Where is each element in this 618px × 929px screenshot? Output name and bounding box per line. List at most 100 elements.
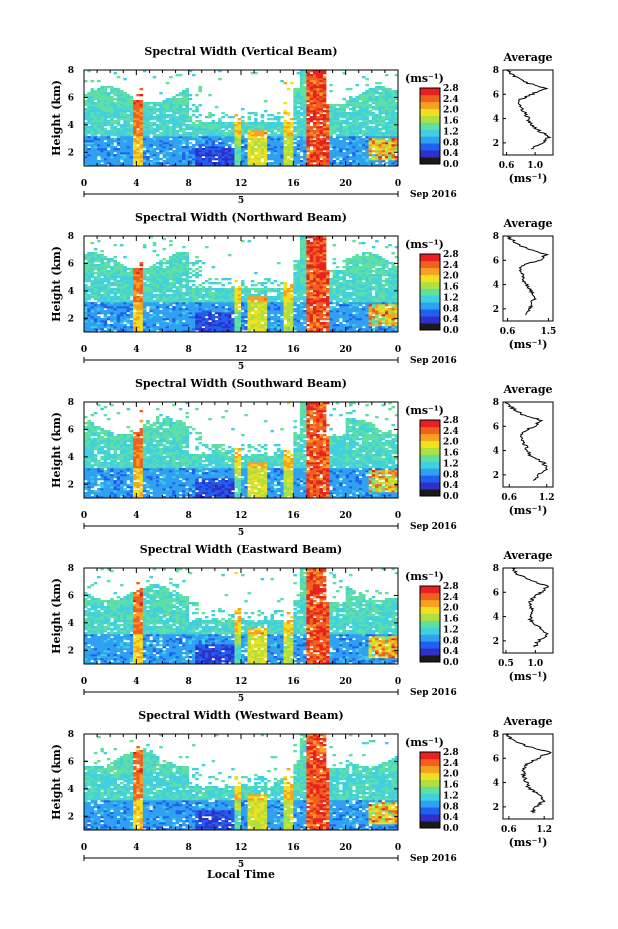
heatmap-cell xyxy=(165,108,170,111)
heatmap-cell xyxy=(384,150,389,153)
heatmap-cell xyxy=(342,142,346,145)
heatmap-cell xyxy=(339,156,343,159)
heatmap-cell xyxy=(254,298,258,301)
heatmap-cell xyxy=(129,290,134,293)
heatmap-cell xyxy=(169,128,173,131)
heatmap-cell xyxy=(270,304,275,307)
heatmap-cell xyxy=(93,104,98,107)
heatmap-cell xyxy=(90,102,95,105)
heatmap-cell xyxy=(247,134,252,137)
heatmap-cell xyxy=(185,278,189,281)
heatmap-cell xyxy=(87,142,91,145)
heatmap-cell xyxy=(129,294,134,297)
heatmap-cell xyxy=(84,328,88,331)
heatmap-cell xyxy=(306,164,310,167)
heatmap-cell xyxy=(244,326,248,329)
heatmap-cell xyxy=(345,156,350,159)
heatmap-cell xyxy=(345,142,350,145)
heatmap-cell xyxy=(247,308,252,311)
heatmap-cell xyxy=(348,138,353,141)
heatmap-cell xyxy=(126,100,131,103)
heatmap-cell xyxy=(326,134,330,137)
heatmap-cell xyxy=(237,126,242,129)
heatmap-cell xyxy=(218,148,222,151)
heatmap-cell xyxy=(106,112,111,115)
heatmap-cell xyxy=(169,158,173,161)
heatmap-cell xyxy=(326,114,330,117)
heatmap-cell xyxy=(119,116,124,119)
heatmap-cell xyxy=(375,140,379,143)
heatmap-cell xyxy=(368,88,373,91)
heatmap-cell xyxy=(126,310,131,313)
heatmap-cell xyxy=(339,154,343,157)
heatmap-cell xyxy=(267,146,271,149)
heatmap-cell xyxy=(348,140,353,143)
heatmap-cell xyxy=(133,288,137,291)
heatmap-cell xyxy=(87,316,91,319)
heatmap-cell xyxy=(129,150,134,153)
heatmap-cell xyxy=(365,134,369,137)
heatmap-cell xyxy=(267,280,271,283)
heatmap-cell xyxy=(342,154,346,157)
heatmap-cell xyxy=(106,310,111,313)
heatmap-cell xyxy=(155,284,160,287)
heatmap-cell xyxy=(152,106,157,109)
heatmap-cell xyxy=(267,158,271,161)
heatmap-cell xyxy=(227,298,232,301)
heatmap-cell xyxy=(244,300,248,303)
heatmap-cell xyxy=(90,100,95,103)
heatmap-cell xyxy=(231,160,235,163)
heatmap-cell xyxy=(299,72,304,75)
heatmap-cell xyxy=(205,154,209,157)
heatmap-cell xyxy=(87,254,91,257)
heatmap-cell xyxy=(182,160,186,163)
heatmap-cell xyxy=(365,122,369,125)
heatmap-cell xyxy=(162,322,167,325)
heatmap-cell xyxy=(267,136,271,139)
heatmap-cell xyxy=(84,110,88,113)
heatmap-cell xyxy=(129,316,134,319)
heatmap-cell xyxy=(139,288,144,291)
heatmap-cell xyxy=(198,148,203,151)
heatmap-cell xyxy=(113,276,118,279)
heatmap-cell xyxy=(84,140,88,143)
heatmap-cell xyxy=(90,290,95,293)
heatmap-cell xyxy=(309,104,314,107)
heatmap-cell xyxy=(93,248,98,251)
heatmap-cell xyxy=(149,318,153,321)
heatmap-cell xyxy=(378,88,382,91)
heatmap-cell xyxy=(355,116,360,119)
heatmap-cell xyxy=(306,78,310,81)
heatmap-cell xyxy=(100,318,104,321)
heatmap-cell xyxy=(100,120,104,123)
heatmap-cell xyxy=(293,146,297,149)
heatmap-cell xyxy=(244,158,248,161)
heatmap-cell xyxy=(139,286,144,289)
heatmap-cell xyxy=(247,132,252,135)
heatmap-cell xyxy=(267,134,271,137)
heatmap-cell xyxy=(116,134,121,137)
heatmap-cell xyxy=(231,322,235,325)
heatmap-cell xyxy=(257,298,261,301)
heatmap-cell xyxy=(136,322,140,325)
heatmap-cell xyxy=(276,262,281,265)
heatmap-cell xyxy=(165,286,170,289)
heatmap-cell xyxy=(218,316,222,319)
heatmap-cell xyxy=(126,138,131,141)
heatmap-cell xyxy=(211,298,216,301)
heatmap-cell xyxy=(116,112,121,115)
heatmap-cell xyxy=(182,142,186,145)
heatmap-cell xyxy=(257,316,261,319)
heatmap-cell xyxy=(93,324,98,327)
heatmap-cell xyxy=(106,290,111,293)
heatmap-cell xyxy=(345,122,350,125)
heatmap-cell xyxy=(257,122,261,125)
heatmap-cell xyxy=(165,326,170,329)
heatmap-cell xyxy=(90,80,95,83)
heatmap-cell xyxy=(332,160,337,163)
heatmap-cell xyxy=(103,274,108,277)
heatmap-cell xyxy=(178,126,183,129)
heatmap-cell xyxy=(142,270,147,273)
heatmap-cell xyxy=(116,92,121,95)
heatmap-cell xyxy=(175,130,180,133)
